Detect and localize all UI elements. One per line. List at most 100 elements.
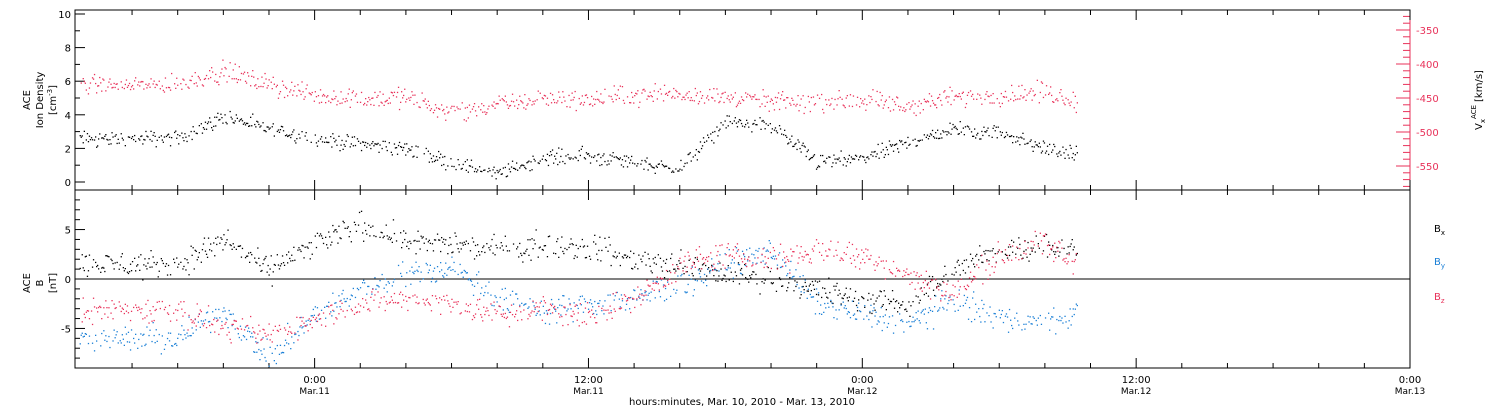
point (875, 300, 877, 302)
point (626, 298, 629, 300)
point (363, 141, 365, 143)
point (548, 323, 551, 325)
point (472, 315, 475, 317)
point (299, 317, 301, 319)
point (869, 101, 871, 104)
point (474, 313, 477, 315)
point (328, 306, 330, 308)
point (613, 299, 615, 301)
point (789, 269, 791, 271)
point (173, 312, 175, 314)
point (83, 130, 85, 132)
point (581, 321, 583, 324)
point (941, 137, 943, 139)
point (949, 86, 951, 88)
point (319, 233, 322, 235)
point (134, 257, 136, 259)
point (369, 144, 371, 146)
point (602, 305, 604, 307)
point (939, 307, 941, 309)
point (745, 263, 747, 265)
point (476, 274, 478, 276)
point (440, 313, 442, 315)
point (110, 83, 112, 85)
point (534, 306, 536, 309)
point (836, 254, 838, 256)
point (389, 102, 391, 104)
point (439, 108, 441, 110)
legend-bz-main: B (1434, 292, 1441, 303)
point (194, 249, 196, 251)
point (955, 127, 957, 129)
point (477, 282, 479, 284)
point (690, 267, 692, 270)
point (88, 254, 91, 256)
vx-label-units: [km/s] (1474, 70, 1485, 102)
point (880, 151, 882, 153)
point (230, 342, 232, 344)
point (452, 251, 454, 253)
point (372, 288, 374, 290)
point (341, 302, 343, 304)
point (218, 308, 220, 311)
point (451, 298, 453, 300)
point (925, 270, 927, 272)
point (1065, 97, 1067, 99)
point (672, 264, 674, 266)
point (88, 335, 91, 337)
point (1050, 86, 1052, 88)
point (915, 274, 917, 277)
point (654, 83, 656, 85)
point (121, 334, 123, 336)
point (976, 98, 978, 100)
point (640, 258, 642, 260)
point (923, 287, 925, 289)
point (616, 291, 618, 294)
point (209, 70, 211, 72)
point (620, 307, 623, 309)
point (283, 344, 286, 347)
point (326, 244, 328, 246)
point (597, 154, 599, 156)
point (963, 259, 965, 262)
by-series (79, 240, 1078, 367)
point (245, 325, 248, 327)
point (1039, 232, 1041, 234)
point (577, 247, 579, 250)
point (925, 101, 927, 103)
point (1067, 327, 1069, 329)
point (1061, 239, 1063, 241)
point (730, 262, 732, 264)
point (140, 312, 142, 314)
point (595, 310, 597, 312)
point (812, 250, 815, 252)
point (139, 85, 141, 87)
point (769, 251, 771, 254)
point (298, 247, 300, 249)
point (180, 83, 182, 85)
point (833, 285, 835, 287)
point (568, 94, 570, 97)
point (897, 148, 899, 150)
point (526, 162, 528, 164)
point (1064, 157, 1066, 159)
point (141, 80, 143, 83)
point (1017, 247, 1019, 249)
point (188, 87, 190, 89)
point (1001, 251, 1003, 253)
point (880, 291, 882, 293)
point (912, 100, 914, 102)
point (922, 109, 924, 111)
point (309, 93, 311, 95)
point (884, 154, 886, 156)
point (374, 143, 376, 145)
point (707, 134, 709, 136)
point (159, 88, 161, 90)
point (594, 234, 596, 236)
point (123, 87, 125, 90)
point (752, 262, 754, 264)
point (912, 301, 914, 303)
point (538, 306, 540, 308)
point (260, 85, 262, 88)
point (949, 294, 951, 296)
